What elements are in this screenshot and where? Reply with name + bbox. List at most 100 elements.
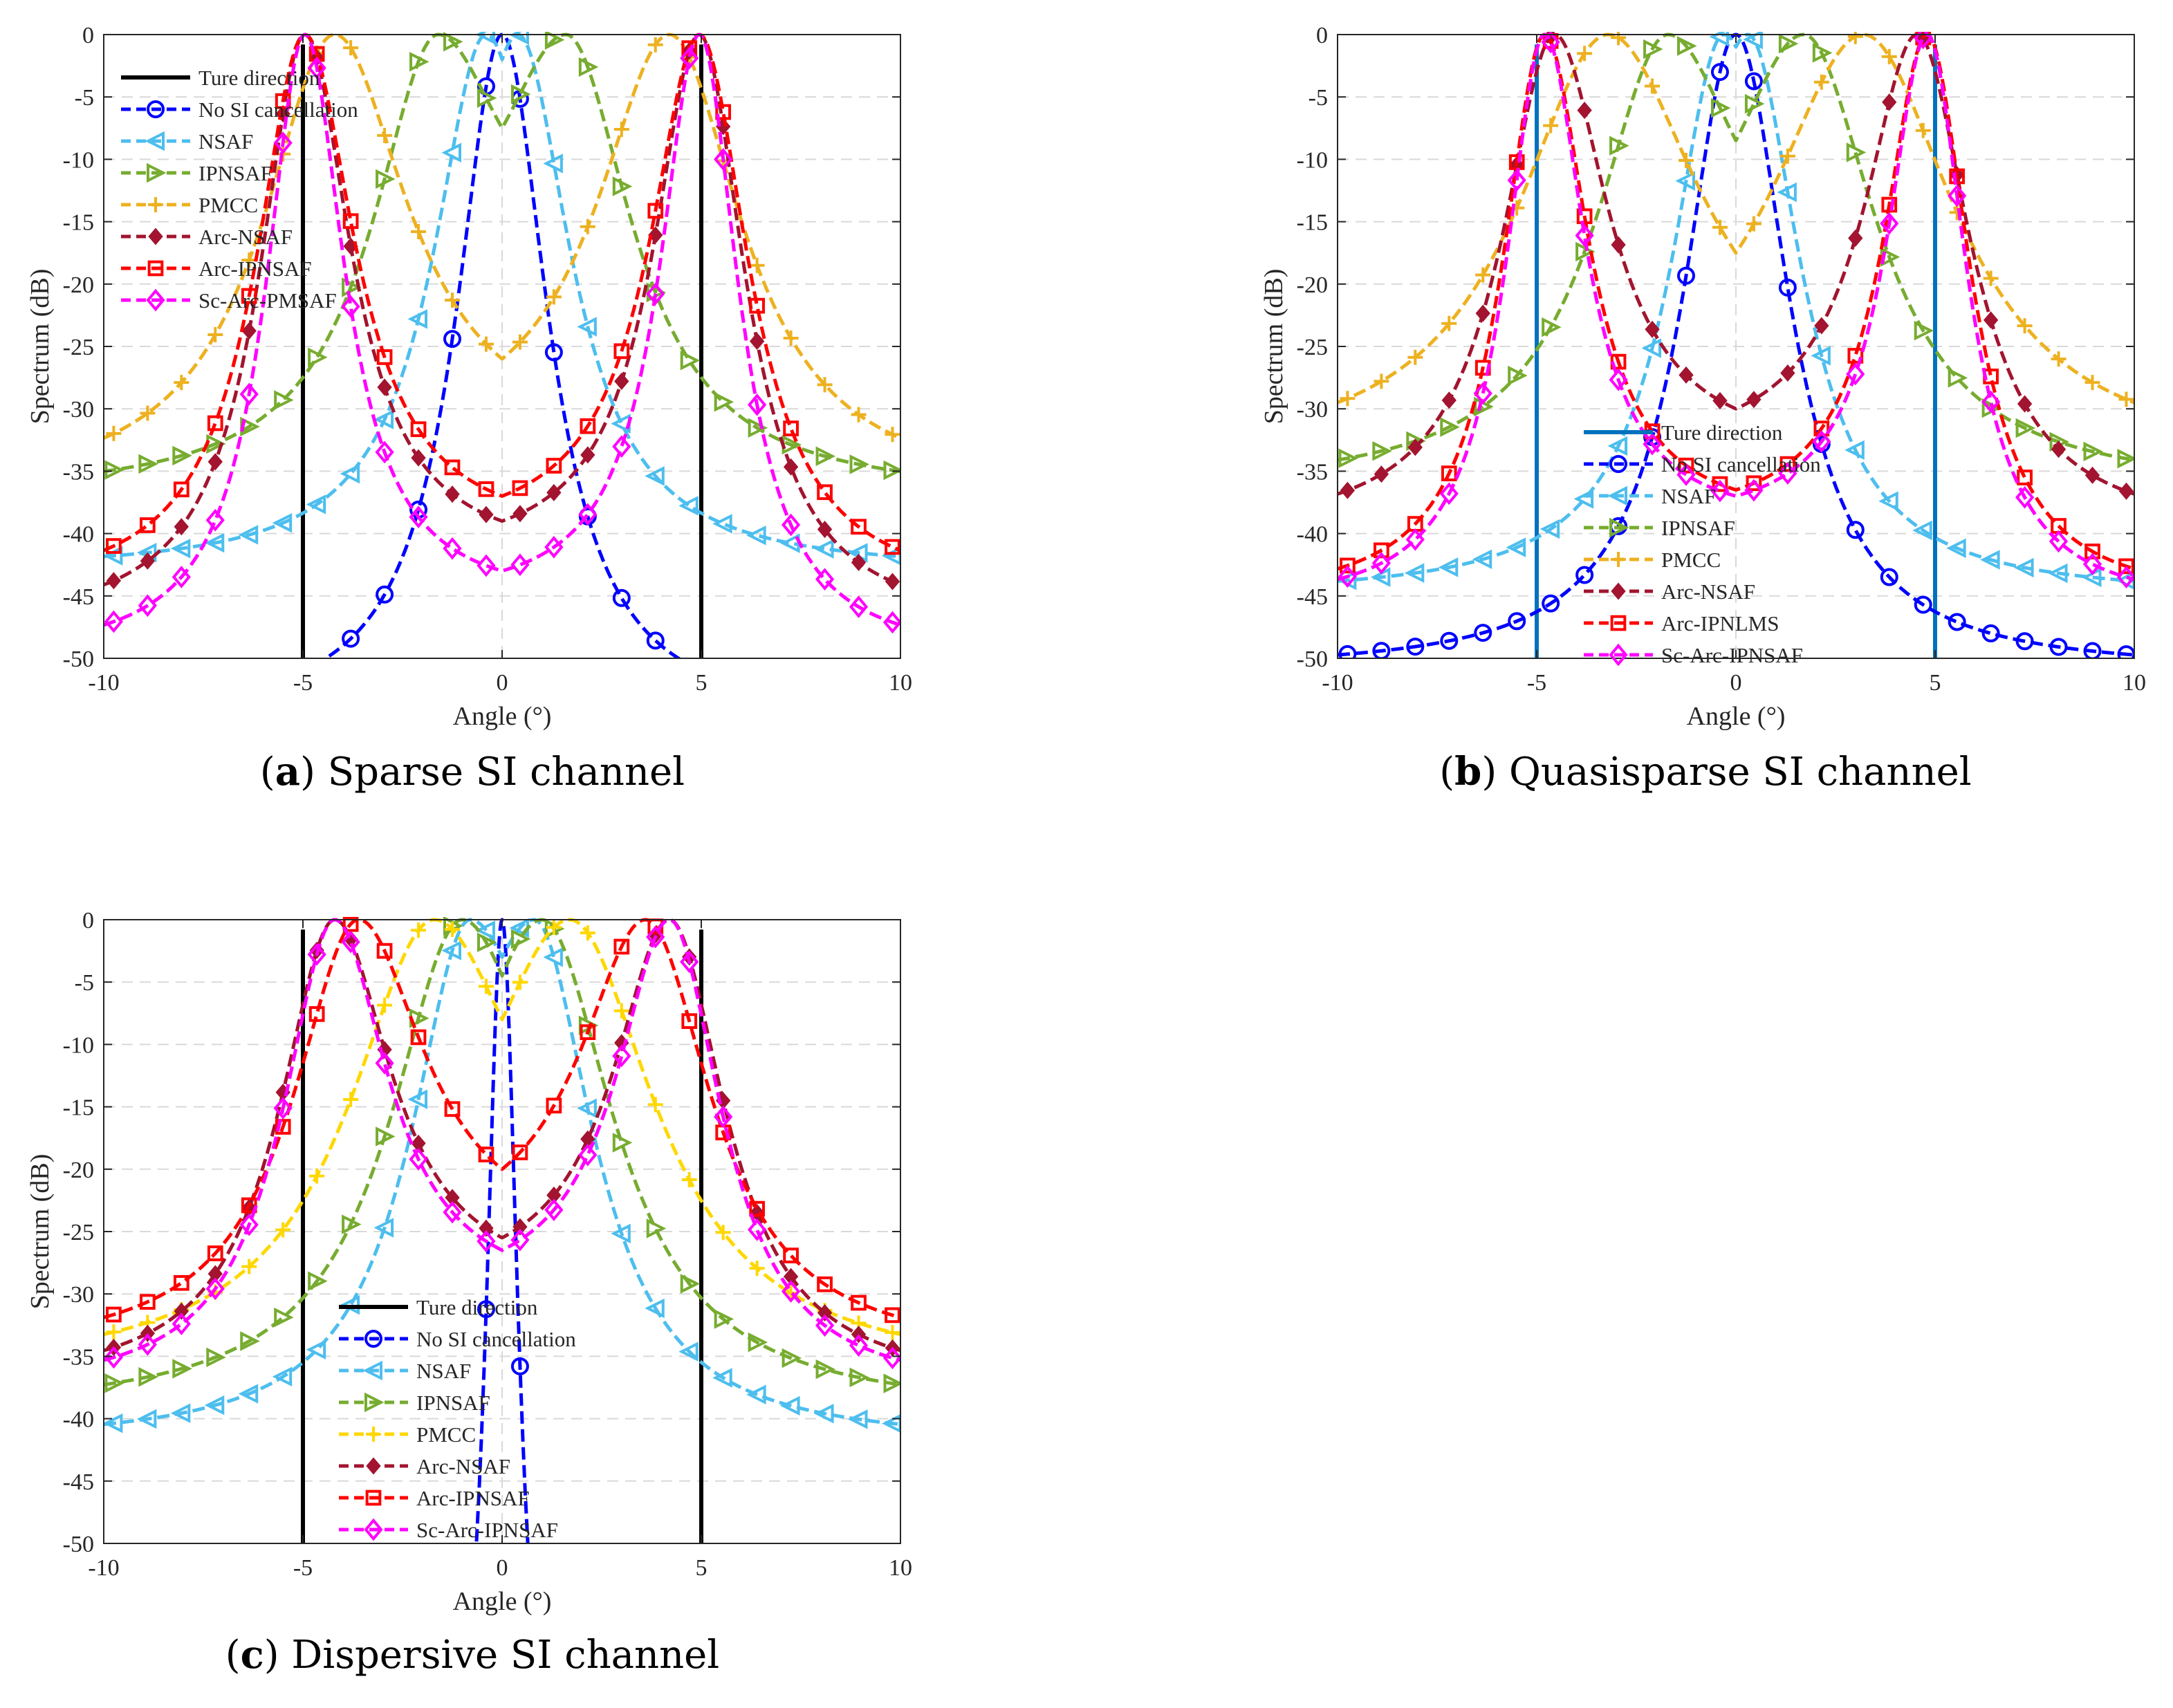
y-tick-label: -10 (63, 147, 94, 173)
series-line (104, 33, 900, 627)
diamond-marker (409, 505, 428, 528)
circle-marker (1609, 455, 1627, 473)
triangle-right-marker (104, 1373, 124, 1393)
series-line (104, 918, 900, 1319)
square-marker (1678, 457, 1694, 474)
square-marker (478, 1147, 494, 1162)
plus-marker (1779, 148, 1795, 164)
diamond-marker (146, 288, 165, 312)
legend-entry: Sc-Arc-IPNSAF (1584, 643, 1803, 667)
square-marker (885, 539, 900, 555)
diamond-marker (781, 513, 801, 537)
plus-marker (411, 922, 427, 938)
y-tick-label: -25 (63, 1220, 94, 1245)
panel-a: 0-5-10-15-20-25-30-35-40-45-50-10 -5 0 5 10A… (26, 23, 912, 731)
triangle-right-marker (206, 1347, 226, 1368)
square-marker (1881, 196, 1898, 213)
triangle-right-marker (510, 929, 531, 949)
plot-curves (104, 917, 900, 1543)
circle-marker (1406, 638, 1425, 656)
y-tick-label: -10 (1297, 147, 1328, 173)
plus-marker (1847, 32, 1863, 44)
legend-entry: NSAF (1584, 484, 1716, 508)
legend-label: No SI cancellation (1661, 452, 1821, 476)
plus-marker (1340, 391, 1356, 407)
triangle-left-marker (407, 309, 428, 329)
diamond-marker (1473, 382, 1492, 405)
legend-entry: Sc-Arc-IPNSAF (339, 1518, 558, 1542)
diamond-marker (680, 950, 699, 974)
series-pmcc (104, 33, 900, 443)
triangle-left-marker (136, 1409, 157, 1429)
diamond-marker (239, 382, 259, 406)
diamond-filled-marker (885, 573, 900, 591)
triangle-left-marker (1980, 550, 2000, 570)
square-marker (1576, 208, 1593, 225)
square-marker (376, 943, 393, 959)
triangle-right-marker (172, 1359, 192, 1379)
circle-marker (2015, 632, 2034, 651)
triangle-left-marker (848, 1409, 868, 1429)
triangle-left-marker (1607, 485, 1627, 506)
x-tick-label: 0 (497, 670, 508, 696)
square-marker (851, 1294, 867, 1311)
triangle-right-marker (1744, 93, 1765, 114)
plus-marker (478, 978, 494, 994)
diamond-marker (748, 393, 767, 416)
triangle-left-marker (1438, 557, 1459, 577)
triangle-right-marker (2083, 441, 2103, 462)
legend-entry: Arc-NSAF (1584, 579, 1755, 604)
plus-marker (106, 1324, 122, 1340)
diamond-filled-marker (1712, 391, 1728, 409)
triangle-left-marker (1539, 519, 1560, 539)
triangle-left-marker (441, 940, 461, 960)
diamond-marker (2082, 553, 2102, 576)
circle-marker (443, 330, 461, 349)
plus-marker (1712, 219, 1728, 235)
plus-marker (613, 122, 629, 138)
square-marker (1610, 615, 1627, 631)
series-line (104, 918, 900, 1386)
circle-marker (1914, 595, 1932, 614)
plus-marker (715, 1225, 731, 1241)
plus-marker (1679, 153, 1694, 169)
caption-b: (b) Quasisparse SI channel (1439, 749, 1971, 795)
legend-entry: Ture direction (1584, 420, 1783, 445)
plus-marker (1475, 267, 1491, 283)
square-marker (106, 538, 122, 554)
triangle-right-marker (477, 932, 497, 953)
diamond-filled-marker (580, 446, 595, 464)
plus-marker (366, 1427, 381, 1442)
legend-label: NSAF (198, 129, 253, 154)
legend-label: Sc-Arc-IPNSAF (1661, 643, 1803, 667)
caption-text: Quasisparse SI channel (1509, 750, 1972, 795)
triangle-left-marker (373, 409, 394, 429)
caption-paren-close: ) (300, 750, 328, 795)
plus-marker (749, 257, 765, 273)
plus-marker (343, 1091, 359, 1107)
legend-label: No SI cancellation (198, 98, 358, 122)
plus-marker (613, 1003, 629, 1019)
triangle-right-marker (782, 1348, 802, 1368)
triangle-left-marker (170, 538, 191, 559)
plus-marker (1746, 216, 1761, 232)
square-marker (410, 421, 427, 438)
circle-marker (376, 585, 394, 604)
square-marker (444, 1101, 461, 1117)
triangle-left-marker (712, 1368, 732, 1388)
diamond-filled-marker (140, 552, 156, 570)
y-tick-label: -35 (1297, 459, 1328, 485)
triangle-left-marker (645, 466, 665, 486)
x-axis-label: Angle (°) (1687, 702, 1786, 731)
caption-text: Dispersive SI channel (291, 1633, 719, 1678)
plus-marker (377, 997, 393, 1013)
triangle-right-marker (815, 1359, 836, 1380)
diamond-marker (104, 610, 124, 633)
legend-entry: PMCC (121, 193, 258, 217)
diamond-filled-marker (614, 372, 629, 390)
diamond-marker (1541, 32, 1560, 54)
x-tick-label: 0 (1730, 670, 1742, 696)
diamond-filled-marker (1645, 320, 1660, 338)
plus-marker (140, 405, 156, 421)
y-tick-label: -45 (63, 1469, 94, 1495)
